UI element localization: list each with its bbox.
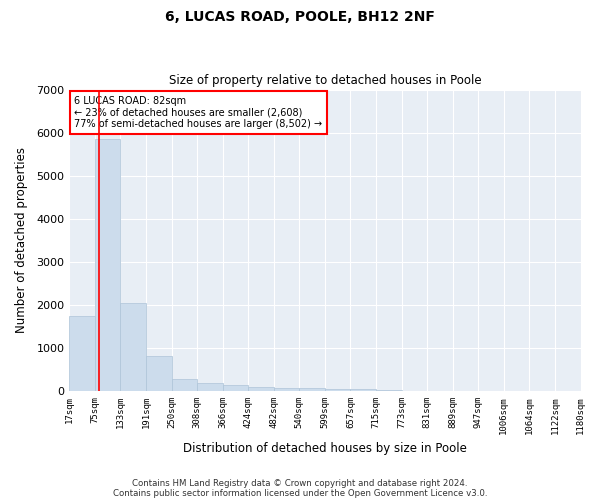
Bar: [248, 386, 274, 391]
Text: 6 LUCAS ROAD: 82sqm
← 23% of detached houses are smaller (2,608)
77% of semi-det: 6 LUCAS ROAD: 82sqm ← 23% of detached ho…: [74, 96, 323, 129]
Title: Size of property relative to detached houses in Poole: Size of property relative to detached ho…: [169, 74, 481, 87]
X-axis label: Distribution of detached houses by size in Poole: Distribution of detached houses by size …: [183, 442, 467, 455]
Bar: [95, 139, 121, 391]
Bar: [350, 390, 376, 391]
Y-axis label: Number of detached properties: Number of detached properties: [15, 148, 28, 334]
Bar: [274, 388, 299, 391]
Bar: [70, 316, 95, 391]
Text: Contains public sector information licensed under the Open Government Licence v3: Contains public sector information licen…: [113, 488, 487, 498]
Bar: [223, 385, 248, 391]
Text: Contains HM Land Registry data © Crown copyright and database right 2024.: Contains HM Land Registry data © Crown c…: [132, 478, 468, 488]
Bar: [299, 388, 325, 391]
Bar: [325, 389, 350, 391]
Bar: [197, 383, 223, 391]
Bar: [172, 378, 197, 391]
Bar: [146, 356, 172, 391]
Bar: [376, 390, 401, 391]
Bar: [121, 303, 146, 391]
Text: 6, LUCAS ROAD, POOLE, BH12 2NF: 6, LUCAS ROAD, POOLE, BH12 2NF: [165, 10, 435, 24]
